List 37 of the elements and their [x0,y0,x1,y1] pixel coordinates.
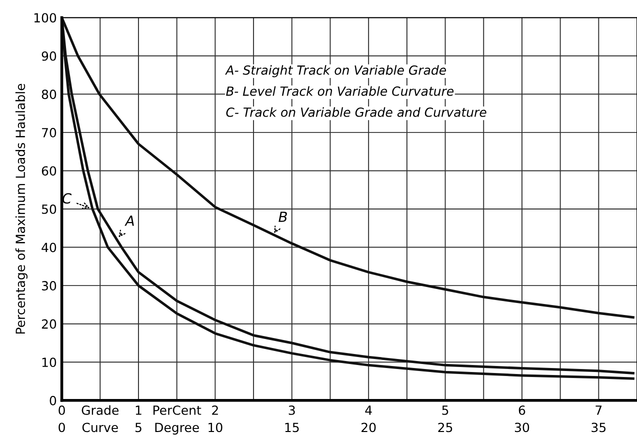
annotation: B- Level Track on Variable Curvature [226,86,454,96]
x2-tick-label: 15 [285,422,299,432]
x2-tick-label: 35 [592,422,606,432]
y-tick-label: 90 [42,51,56,61]
y-tick-label: 60 [42,166,56,176]
x2-tick-label: 20 [362,422,376,432]
x2-tick-label: Degree [155,422,199,435]
y-tick-label: 50 [42,204,56,214]
x2-tick-label: 25 [438,422,452,432]
x-tick-label: 3 [288,405,295,415]
x2-tick-label: 5 [135,422,142,432]
annotation: B [278,212,287,222]
x-tick-label: 4 [365,406,372,415]
x-tick-label: Grade [82,405,119,415]
y-tick-label: 10 [42,358,56,368]
y-tick-label: 100 [34,13,56,23]
x2-tick-label: Curve [82,422,118,432]
y-tick-label: 0 [50,396,56,406]
x-tick-label: 1 [136,406,142,415]
x-tick-label: 5 [442,406,448,415]
x2-tick-label: 0 [58,422,65,432]
x-tick-label: 7 [596,406,602,415]
annotation: C- Track on Variable Grade and Curvature [226,107,486,117]
x-tick-label: PerCent [153,405,202,415]
x-tick-label: 0 [58,405,65,415]
x2-tick-label: 30 [514,422,530,432]
y-tick-label: 20 [42,319,56,329]
annotation: A [124,216,134,226]
y-tick-label: 30 [42,281,56,290]
annotation: A- Straight Track on Variable Grade [225,65,446,78]
x2-tick-label: 10 [208,422,222,432]
y-tick-label: 40 [42,242,56,252]
x-tick-label: 6 [518,405,526,415]
y-tick-label: 70 [42,128,56,138]
x-tick-label: 2 [212,405,218,415]
y-axis-title: Percentage of Maximum Loads Haulable [15,84,28,334]
y-tick-label: 80 [42,90,56,100]
